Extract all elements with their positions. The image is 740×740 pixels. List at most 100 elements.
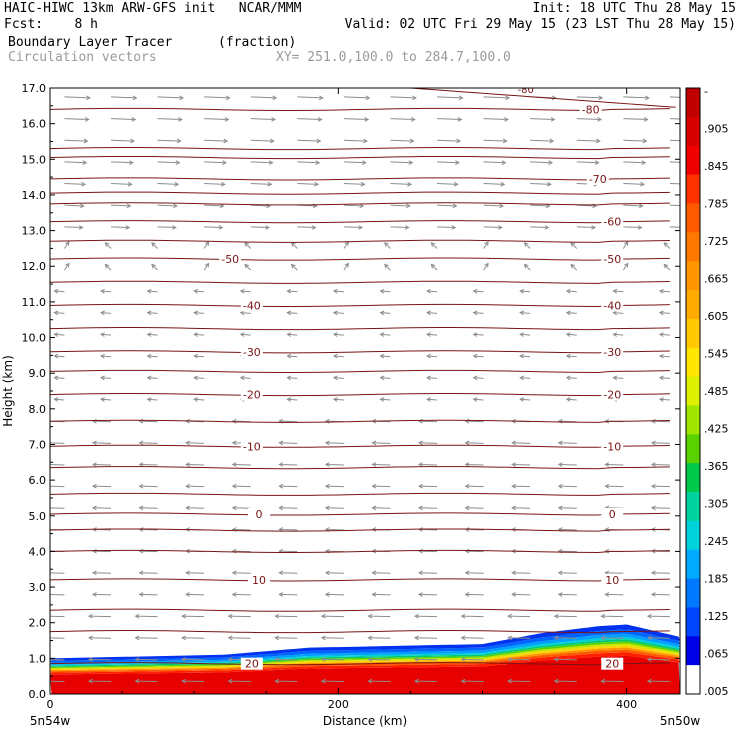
vector-shaft <box>279 507 298 509</box>
x-end-label-left: 5n54w <box>30 714 71 728</box>
vector-shaft <box>232 593 251 596</box>
vector-head <box>224 117 230 122</box>
vector-shaft <box>427 377 438 379</box>
vector-head <box>413 613 419 619</box>
vector-head <box>417 548 423 554</box>
temperature-contour <box>50 327 670 331</box>
vector-head <box>658 397 664 402</box>
vector-shaft <box>232 550 251 553</box>
circulation-vector <box>324 592 344 597</box>
colorbar-label: .425 <box>704 423 729 436</box>
tracer-band <box>50 652 680 675</box>
contour-label-bg <box>219 253 242 266</box>
circulation-vector <box>343 117 370 122</box>
contour-label-bg <box>579 103 602 116</box>
vector-head <box>278 440 284 446</box>
contour-label-bg <box>601 573 624 586</box>
vector-head <box>367 635 373 641</box>
vector-head <box>146 310 152 316</box>
vector-shaft <box>576 118 602 121</box>
vector-shaft <box>147 355 158 358</box>
circulation-vector <box>50 615 65 618</box>
vector-head <box>131 117 137 122</box>
contour-label: -80 <box>582 103 600 116</box>
circulation-vector <box>600 678 624 684</box>
vector-shaft <box>512 593 531 596</box>
vector-shaft <box>279 528 298 531</box>
vector-head <box>332 310 338 316</box>
circulation-vector <box>297 225 317 230</box>
circulation-vector <box>239 332 251 337</box>
circulation-vector <box>181 635 205 641</box>
colorbar-label: .005 <box>704 685 729 698</box>
circulation-vector <box>650 570 670 576</box>
vector-head <box>360 181 366 187</box>
circulation-vector <box>185 462 205 467</box>
vector-head <box>227 678 233 684</box>
vector-shaft <box>279 442 298 444</box>
circulation-vector <box>553 613 577 619</box>
vector-head <box>286 353 292 359</box>
vector-head <box>53 397 59 402</box>
vector-shaft <box>250 118 276 121</box>
circulation-vector <box>324 505 344 511</box>
vector-head <box>265 225 270 230</box>
circulation-vector <box>91 440 112 446</box>
vector-head <box>146 375 152 381</box>
circulation-vector <box>379 310 391 316</box>
circulation-vector <box>157 117 183 122</box>
vector-head <box>138 505 144 511</box>
vector-shaft <box>204 204 224 207</box>
circulation-vector <box>64 225 84 230</box>
vector-shaft <box>576 139 600 142</box>
vector-head <box>658 332 664 337</box>
vector-head <box>519 332 525 337</box>
vector-shaft <box>483 263 489 271</box>
vector-shaft <box>333 355 344 358</box>
vector-head <box>511 592 516 597</box>
vector-head <box>50 441 51 445</box>
contour-label: -40 <box>243 299 261 312</box>
vector-head <box>658 310 664 316</box>
y-tick-label: 14.0 <box>22 189 47 202</box>
vector-shaft <box>64 263 70 271</box>
vector-shaft <box>157 161 180 164</box>
vector-head <box>286 332 292 337</box>
colorbar-swatch <box>686 463 700 493</box>
vector-shaft <box>659 377 670 379</box>
y-tick-label: 11.0 <box>22 296 47 309</box>
vector-head <box>544 225 550 230</box>
colorbar-swatch <box>686 636 700 666</box>
circulation-vector <box>483 225 503 230</box>
circulation-vector <box>417 483 438 489</box>
vector-head <box>83 138 89 144</box>
circulation-vector <box>612 288 624 294</box>
circulation-vector <box>138 483 158 489</box>
circulation-vector <box>343 138 368 144</box>
vector-head <box>274 678 280 684</box>
vector-shaft <box>465 507 484 509</box>
vector-head <box>548 160 554 165</box>
vector-head <box>269 138 275 144</box>
vector-shaft <box>558 507 577 509</box>
vector-shaft <box>244 264 252 271</box>
circulation-vector <box>437 95 464 101</box>
vector-head <box>151 263 156 269</box>
vector-shaft <box>558 442 577 444</box>
circulation-vector <box>472 397 484 402</box>
circulation-vector <box>511 505 531 511</box>
vector-head <box>65 240 70 246</box>
circulation-vector <box>557 483 577 489</box>
vector-head <box>278 483 284 489</box>
circulation-vector <box>181 613 205 619</box>
circulation-vector <box>53 288 65 294</box>
vector-shaft <box>92 442 112 444</box>
vector-shaft <box>663 242 671 249</box>
vector-shaft <box>605 572 624 574</box>
circulation-vector <box>134 678 158 684</box>
vector-shaft <box>343 161 366 164</box>
vector-head <box>413 635 419 641</box>
circulation-vector <box>203 262 210 271</box>
vector-shaft <box>558 463 577 466</box>
circulation-vector <box>507 678 531 684</box>
